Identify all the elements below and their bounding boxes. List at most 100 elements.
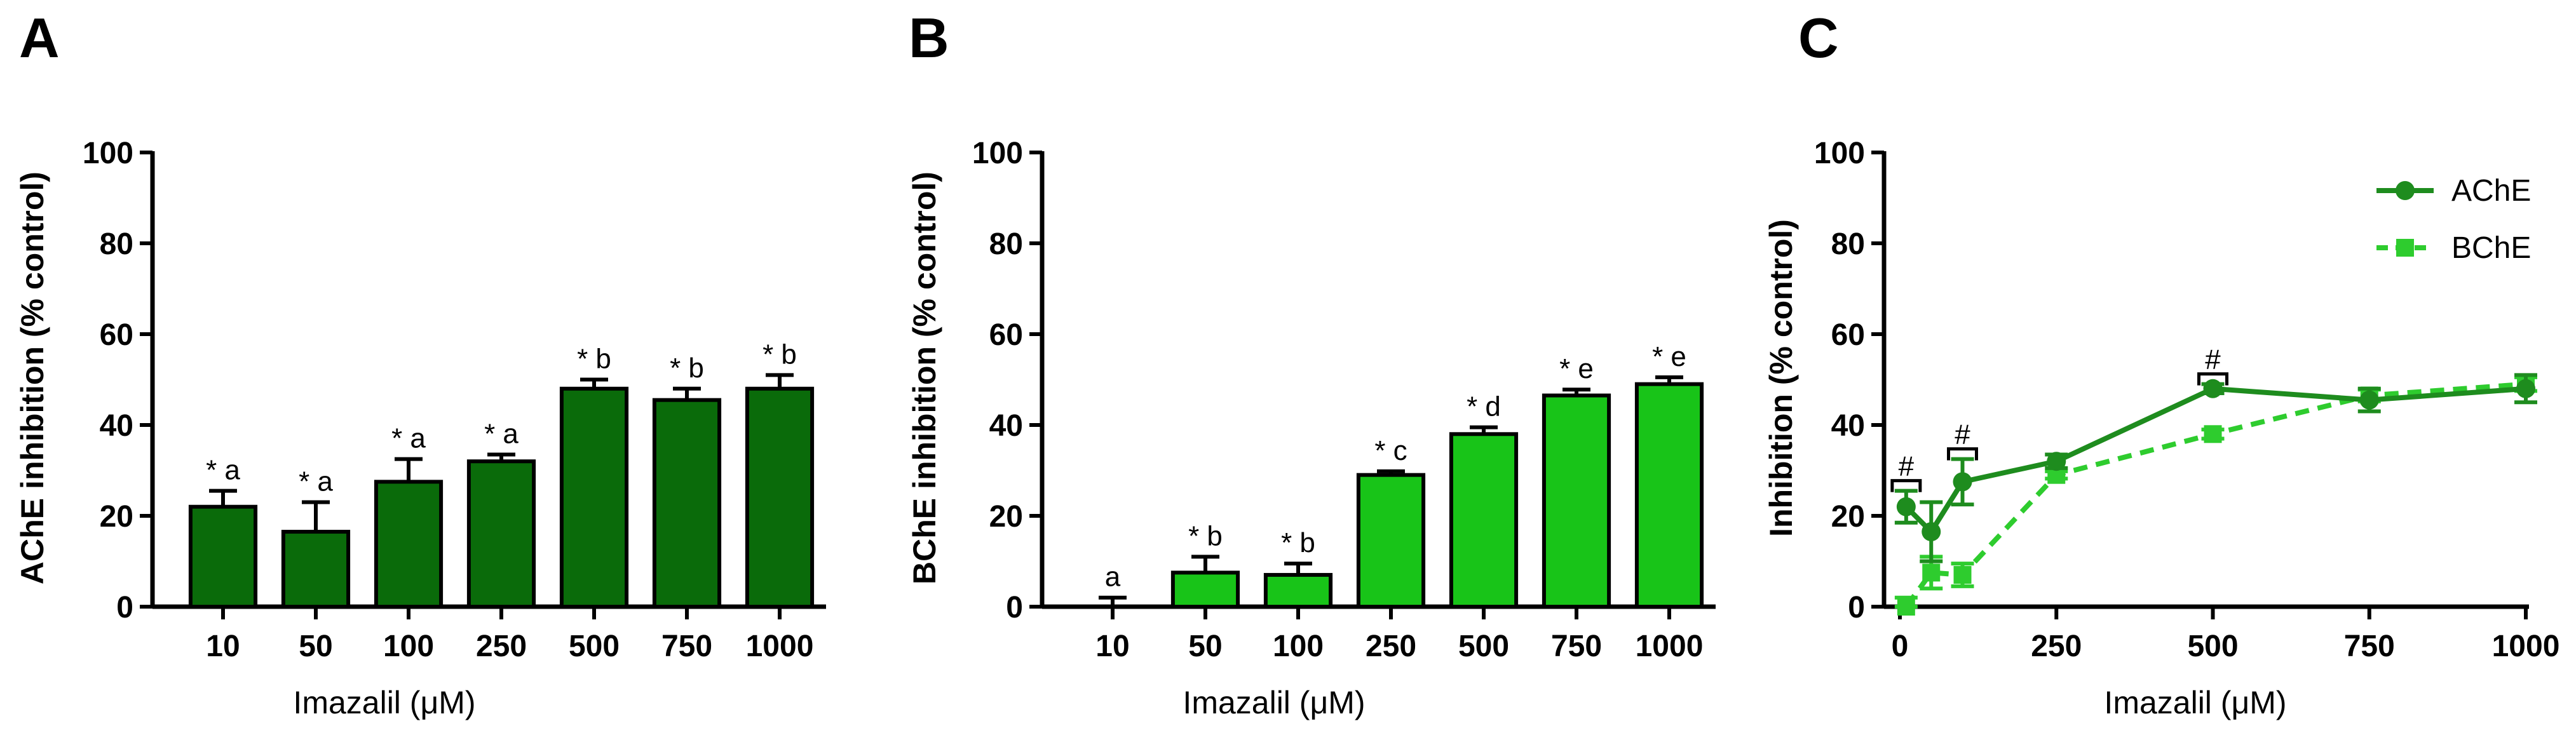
panel-c-bche-series-line [1904,381,2526,609]
panel-a-significance-label: * a [206,455,240,486]
panel-c-y-tick-label: 40 [1831,409,1865,443]
panel-b-bar [1634,382,1704,609]
panel-a-y-axis-title: AChE inhibition (% control) [15,172,50,584]
panel-c-ache-point [2359,390,2379,410]
panel-a-significance-label: * b [763,339,797,370]
panel-c-x-tick-label: 1000 [2492,630,2560,663]
panel-a-y-tick-label: 20 [100,500,133,534]
panel-c-y-tick-label: 100 [1814,137,1865,170]
panel-c-ache-point [2203,379,2223,398]
panel-c-significance-label: # [2205,344,2221,375]
panel-a-bar [188,504,258,609]
panel-b-x-tick-label: 1000 [1636,630,1704,663]
panel-a-x-tick-label: 500 [569,630,620,663]
panel-b-x-tick-label: 500 [1458,630,1509,663]
panel-c-ache-point [2516,379,2535,398]
panel-c-bche-point [1922,563,1941,582]
panel-c-y-tick-label: 20 [1831,500,1865,534]
panel-a-letter: A [19,6,60,69]
panel-a-significance-label: * a [484,418,519,449]
panel-a-bar [466,459,536,609]
panel-c-significance-bracket [1890,479,1922,492]
panel-c-ache-series-line [1904,386,2526,536]
panel-c-significance-label: # [1955,419,1970,450]
panel-b-y-tick-label: 20 [989,500,1023,534]
panel-a-x-tick-label: 100 [383,630,434,663]
panel-b-bar [1449,432,1519,609]
panel-a-y-tick-label: 100 [83,137,133,170]
panel-b-significance-label: * c [1374,435,1407,466]
panel-b-significance-label: * b [1188,520,1223,551]
legend-ache-marker [2396,181,2415,200]
panel-c-letter: C [1798,6,1839,69]
legend-bche-marker [2396,239,2414,257]
panel-c-bche-point [1897,598,1915,616]
panel-a-x-tick-label: 250 [476,630,527,663]
panel-a-bar [281,530,351,609]
legend-ache-label: AChE [2451,174,2531,208]
panel-b-x-tick-label: 50 [1188,630,1222,663]
panel-a-y-tick-label: 60 [100,318,133,352]
panel-a-y-tick-label: 80 [100,227,133,261]
panel-c-significance-bracket [1947,447,1978,461]
panel-a-y-tick-label: 0 [116,591,133,624]
panel-c-bche-point [2204,425,2222,443]
panel-c-x-axis-title: Imazalil (μM) [2104,685,2286,720]
panel-b-bar [1263,572,1333,609]
panel-b-y-tick-label: 40 [989,409,1023,443]
panel-a-significance-label: * b [670,353,704,384]
panel-b-letter: B [909,6,949,69]
panel-c-x-tick-label: 0 [1892,630,1909,663]
panel-c-ache-point [2047,452,2066,471]
panel-c-bche-point [1953,565,1972,584]
panel-a-bar [374,480,444,609]
panel-b-significance-label: * e [1559,353,1594,384]
panel-a-x-axis-title: Imazalil (μM) [293,685,475,720]
panel-c-legend: AChE BChE [2376,174,2531,265]
panel-b: B BChE inhibition (% control) Imazalil (… [907,6,1716,720]
panel-c-y-axis-title: Inhibition (% control) [1763,219,1799,537]
panel-b-y-tick-label: 0 [1006,591,1023,624]
panel-b-x-tick-label: 750 [1551,630,1602,663]
panel-c-y-tick-label: 0 [1848,591,1865,624]
panel-b-y-tick-label: 80 [989,227,1023,261]
panel-b-significance-label: * d [1467,391,1501,422]
panel-c-x-tick-label: 500 [2187,630,2238,663]
panel-c-x-tick-label: 750 [2344,630,2395,663]
panel-a-x-tick-label: 50 [299,630,332,663]
panel-a-x-tick-label: 10 [206,630,240,663]
panel-a-x-tick-label: 1000 [746,630,814,663]
panel-b-x-tick-label: 250 [1366,630,1416,663]
panel-a-bar [745,386,815,609]
panel-a-x-tick-label: 750 [661,630,712,663]
panel-b-bar [1542,393,1611,609]
panel-b-x-axis-title: Imazalil (μM) [1183,685,1365,720]
panel-c-ache-point [1896,497,1916,516]
panel-a-significance-label: * b [577,344,611,375]
panel-b-bar [1170,570,1240,609]
panel-b-y-tick-label: 60 [989,318,1023,352]
panel-b-y-tick-label: 100 [972,137,1023,170]
panel-a-y-tick-label: 40 [100,409,133,443]
panel-b-plot: 0 20 40 60 80 100 a 10 * b 50 * b 100 * c 250 * d 500 * … [972,137,1716,663]
panel-a-bar [652,398,722,609]
panel-c-ache-point [1922,522,1941,542]
panel-c-significance-label: # [1899,451,1915,482]
panel-b-significance-label: a [1105,562,1121,593]
panel-b-y-axis-title: BChE inhibition (% control) [907,172,942,584]
panel-a-significance-label: * a [391,423,426,454]
panel-c-ache-point [1953,472,1972,492]
panel-b-x-tick-label: 10 [1095,630,1129,663]
panel-a-bar [559,386,629,609]
panel-c-x-tick-label: 250 [2031,630,2082,663]
panel-b-x-tick-label: 100 [1273,630,1324,663]
panel-a-significance-label: * a [299,466,333,497]
panel-a: A AChE inhibition (% control) Imazalil (… [15,6,826,720]
panel-b-significance-label: * b [1281,527,1315,558]
panel-c-y-tick-label: 80 [1831,227,1865,261]
legend-bche-label: BChE [2451,231,2531,265]
panel-b-bar [1356,473,1426,609]
panel-b-significance-label: * e [1652,341,1686,372]
